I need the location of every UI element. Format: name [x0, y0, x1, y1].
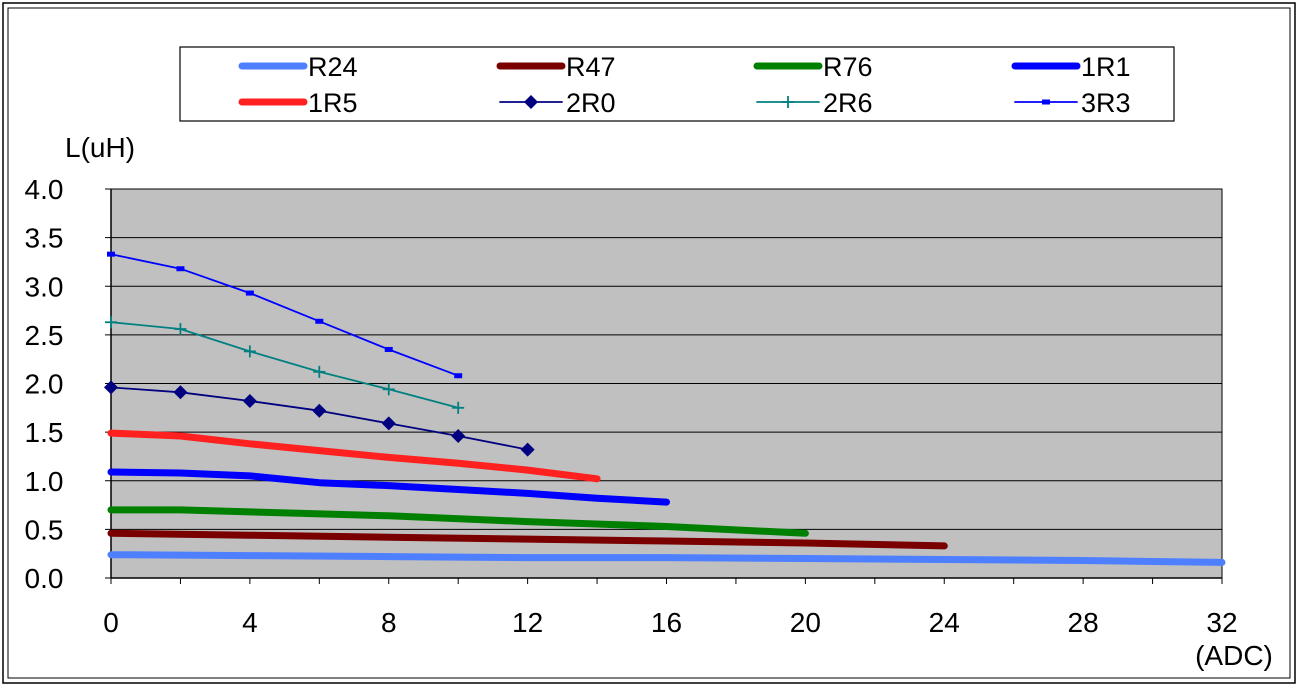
legend-item-R24: R24: [238, 52, 358, 82]
point-2R0-1: [173, 385, 188, 400]
legend: R24 R47 R76 1R1 1R5 2R0 2R6 3R3: [238, 52, 1131, 118]
legend-item-R47: R47: [496, 52, 616, 82]
legend-marker: [524, 95, 538, 109]
point-3R3-5: [454, 373, 463, 379]
point-2R6-0: [105, 316, 117, 329]
x-tick-label: 20: [790, 607, 821, 638]
y-tick-label: 1.0: [25, 466, 64, 497]
point-2R0-2: [242, 394, 257, 409]
point-3R3-4: [384, 346, 393, 352]
point-3R3-1: [176, 266, 185, 272]
y-tick-label: 0.0: [25, 563, 64, 594]
legend-label: 2R6: [823, 88, 873, 118]
y-tick-label: 0.5: [25, 514, 64, 545]
x-tick-label: 16: [651, 607, 682, 638]
point-2R0-3: [312, 403, 327, 418]
point-2R6-3: [313, 365, 326, 378]
series-line-3R3: [110, 253, 460, 377]
x-tick-label: 32: [1206, 607, 1237, 638]
series-line-1R1: [107, 468, 670, 506]
point-3R3-3: [315, 318, 324, 324]
point-2R0-5: [451, 429, 466, 444]
legend-label: R76: [823, 52, 873, 82]
legend-label: 3R3: [1081, 88, 1131, 118]
legend-item-1R5: 1R5: [238, 88, 358, 118]
point-3R3-2: [245, 290, 254, 296]
x-axis-title: (ADC): [1195, 640, 1273, 671]
point-2R6-2: [243, 345, 256, 358]
x-tick-label: 4: [242, 607, 258, 638]
y-tick-label: 3.0: [25, 271, 64, 302]
y-tick-label: 2.0: [25, 369, 64, 400]
point-2R0-6: [520, 442, 535, 457]
y-tick-label: 3.5: [25, 223, 64, 254]
point-2R6-4: [382, 383, 395, 396]
legend-label: 2R0: [566, 88, 616, 118]
legend-marker: [1042, 99, 1050, 105]
series-line-1R5: [107, 429, 601, 483]
legend-label: 1R5: [308, 88, 358, 118]
series-line-R24: [107, 551, 1226, 566]
y-tick-label: 2.5: [25, 320, 64, 351]
point-2R6-5: [452, 401, 465, 414]
legend-item-2R0: 2R0: [499, 88, 616, 118]
legend-marker: [782, 96, 794, 108]
legend-label: R47: [566, 52, 616, 82]
y-tick-label: 1.5: [25, 417, 64, 448]
legend-item-2R6: 2R6: [756, 88, 873, 118]
x-tick-label: 0: [103, 607, 119, 638]
point-2R0-4: [381, 416, 396, 431]
legend-item-R76: R76: [753, 52, 873, 82]
x-tick-label: 28: [1068, 607, 1099, 638]
series-line-R76: [107, 506, 809, 537]
series-line-2R6: [110, 321, 460, 409]
point-2R6-1: [174, 323, 187, 336]
x-tick-label: 8: [381, 607, 397, 638]
series-layer: [107, 253, 1226, 566]
x-tick-label: 12: [512, 607, 543, 638]
legend-item-1R1: 1R1: [1011, 52, 1131, 82]
axes: 0.0 0.5 1.0 1.5 2.0 2.5 3.0 3.5 4.0 0 4 8 12 16 20 24 28…: [25, 174, 1238, 638]
y-axis-title: L(uH): [65, 132, 135, 163]
marker-layer: [104, 251, 535, 457]
inner-frame: [7, 7, 1291, 679]
legend-box: [179, 46, 1175, 122]
point-2R0-0: [104, 380, 118, 395]
legend-label: R24: [308, 52, 358, 82]
point-3R3-0: [107, 251, 115, 257]
series-line-R47: [107, 529, 948, 550]
legend-label: 1R1: [1081, 52, 1131, 82]
legend-item-3R3: 3R3: [1014, 88, 1131, 118]
y-tick-label: 4.0: [25, 174, 64, 205]
x-tick-label: 24: [929, 607, 960, 638]
